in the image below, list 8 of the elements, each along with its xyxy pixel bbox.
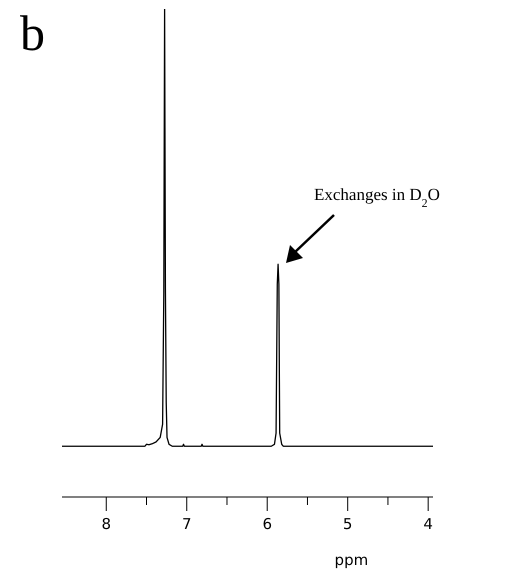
x-tick-label: 4	[423, 515, 433, 533]
x-axis-title: ppm	[334, 551, 368, 569]
chart-title: b	[20, 4, 45, 62]
x-tick-label: 7	[182, 515, 192, 533]
x-tick-label: 6	[262, 515, 272, 533]
x-tick-label: 5	[342, 515, 352, 533]
annotation: Exchanges in D$_{2}$O	[314, 185, 440, 210]
x-tick-label: 8	[101, 515, 112, 533]
